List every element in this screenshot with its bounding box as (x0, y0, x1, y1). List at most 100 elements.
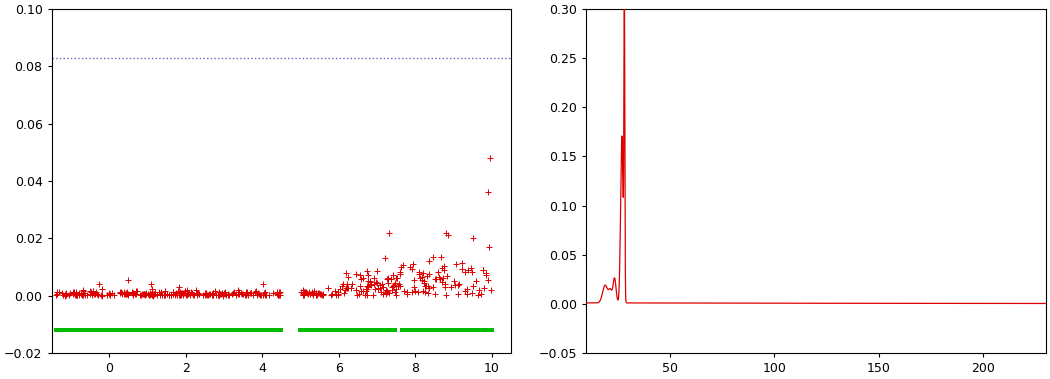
Point (436, 281, 453, 287)
Point (164, 327, 181, 333)
Point (475, 327, 491, 333)
Point (130, 327, 147, 333)
Point (83, 292, 100, 298)
Point (432, 327, 448, 333)
Point (379, 288, 396, 294)
Point (176, 288, 193, 294)
Point (134, 291, 151, 297)
Point (330, 327, 346, 333)
Point (135, 327, 152, 333)
Point (163, 292, 180, 298)
Point (344, 327, 361, 333)
Point (62, 290, 79, 296)
Point (258, 327, 275, 333)
Point (175, 327, 192, 333)
Point (215, 290, 232, 296)
Point (353, 327, 370, 333)
Point (207, 291, 224, 298)
Point (152, 288, 169, 294)
Point (297, 290, 314, 296)
Point (68, 327, 85, 333)
Point (410, 327, 426, 333)
Point (314, 291, 331, 297)
Point (82, 288, 99, 294)
Point (369, 268, 385, 274)
Point (482, 287, 499, 293)
Point (382, 327, 399, 333)
Point (89, 327, 106, 333)
Point (382, 327, 399, 333)
Point (417, 289, 434, 295)
Point (64, 327, 81, 333)
Point (242, 290, 258, 296)
Point (58, 291, 75, 297)
Point (114, 290, 131, 296)
Point (463, 327, 480, 333)
Point (65, 327, 82, 333)
Point (420, 290, 437, 296)
Point (229, 291, 246, 298)
Point (151, 291, 168, 298)
Point (205, 290, 222, 296)
Point (395, 288, 412, 294)
Point (203, 327, 219, 333)
Point (420, 283, 437, 289)
Point (336, 327, 353, 333)
Point (450, 281, 467, 287)
Point (386, 327, 403, 333)
Point (430, 274, 447, 280)
Point (295, 327, 312, 333)
Point (380, 280, 397, 286)
Point (119, 290, 135, 296)
Point (392, 269, 408, 275)
Point (294, 291, 311, 297)
Point (102, 292, 119, 298)
Point (432, 276, 448, 282)
Point (312, 327, 329, 333)
Point (380, 230, 397, 236)
Point (125, 290, 142, 296)
Point (476, 285, 492, 291)
Point (68, 292, 85, 298)
Point (134, 327, 151, 333)
Point (449, 327, 466, 333)
Point (258, 327, 275, 333)
Point (256, 292, 273, 298)
Point (449, 327, 466, 333)
Point (424, 254, 441, 260)
Point (210, 292, 227, 298)
Point (421, 327, 438, 333)
Point (197, 327, 214, 333)
Point (449, 327, 466, 333)
Point (399, 327, 416, 333)
Point (447, 327, 464, 333)
Point (108, 327, 125, 333)
Point (316, 327, 333, 333)
Point (258, 327, 275, 333)
Point (161, 292, 177, 298)
Point (359, 272, 376, 278)
Point (119, 289, 135, 295)
Point (227, 327, 244, 333)
Point (150, 327, 167, 333)
Point (132, 292, 149, 298)
Point (125, 290, 142, 296)
Point (419, 327, 436, 333)
Point (308, 293, 324, 299)
Point (238, 327, 255, 333)
Point (421, 258, 438, 264)
Point (259, 327, 276, 333)
Point (253, 327, 270, 333)
Point (135, 291, 152, 297)
Point (51, 327, 68, 333)
Point (138, 291, 154, 297)
Point (317, 327, 334, 333)
Point (312, 291, 329, 298)
Point (471, 327, 488, 333)
Point (298, 327, 315, 333)
Point (472, 291, 489, 298)
Point (93, 327, 110, 333)
Point (109, 327, 126, 333)
Point (401, 327, 418, 333)
Point (75, 287, 91, 293)
